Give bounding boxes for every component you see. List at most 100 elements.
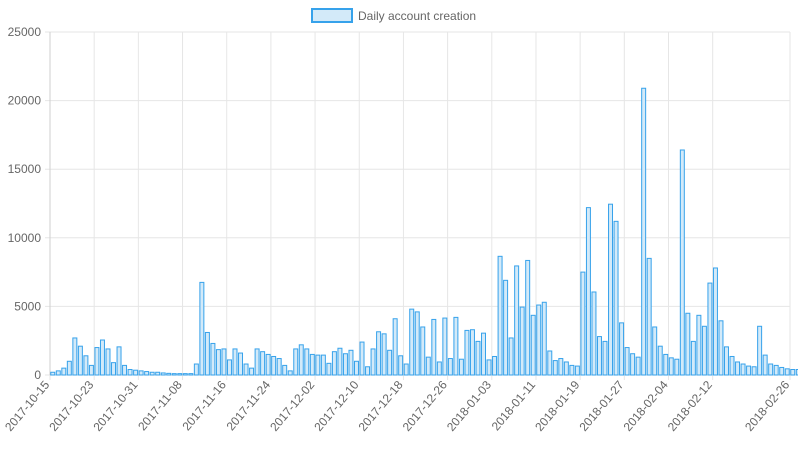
bar[interactable] xyxy=(525,259,531,376)
bar[interactable] xyxy=(685,312,691,376)
bar[interactable] xyxy=(779,366,785,376)
bar[interactable] xyxy=(88,364,94,376)
bar[interactable] xyxy=(668,357,674,376)
bar[interactable] xyxy=(458,358,464,376)
bar[interactable] xyxy=(735,361,741,376)
bar[interactable] xyxy=(116,346,122,376)
bar[interactable] xyxy=(696,314,702,376)
bar[interactable] xyxy=(392,318,398,376)
bar[interactable] xyxy=(287,370,293,376)
bar[interactable] xyxy=(376,331,382,376)
bar[interactable] xyxy=(690,340,696,376)
bar[interactable] xyxy=(177,373,183,376)
bar[interactable] xyxy=(149,371,155,376)
bar[interactable] xyxy=(354,360,359,376)
bar[interactable] xyxy=(226,359,232,376)
bar[interactable] xyxy=(348,349,354,376)
bar[interactable] xyxy=(182,373,188,376)
bar[interactable] xyxy=(630,353,636,376)
bar[interactable] xyxy=(563,361,569,376)
bar[interactable] xyxy=(552,360,558,376)
bar[interactable] xyxy=(193,363,199,376)
bar[interactable] xyxy=(619,322,625,376)
bar[interactable] xyxy=(282,364,288,376)
bar[interactable] xyxy=(66,360,72,376)
bar[interactable] xyxy=(492,355,498,376)
bar[interactable] xyxy=(768,363,774,376)
bar[interactable] xyxy=(558,358,564,376)
bar[interactable] xyxy=(320,354,326,376)
bar[interactable] xyxy=(674,358,680,376)
bar[interactable] xyxy=(138,370,144,376)
bar[interactable] xyxy=(304,348,310,376)
bar[interactable] xyxy=(171,373,177,376)
bar[interactable] xyxy=(635,356,641,376)
bar[interactable] xyxy=(331,351,337,376)
bar[interactable] xyxy=(365,366,371,376)
bar[interactable] xyxy=(403,363,409,376)
bar[interactable] xyxy=(447,358,453,376)
bar[interactable] xyxy=(160,372,166,376)
bar[interactable] xyxy=(707,282,713,376)
bar[interactable] xyxy=(740,363,746,376)
bar[interactable] xyxy=(254,348,260,376)
bar[interactable] xyxy=(315,354,321,376)
bar[interactable] xyxy=(276,358,282,376)
bar[interactable] xyxy=(784,368,790,376)
bar[interactable] xyxy=(215,349,221,376)
bar[interactable] xyxy=(414,311,420,376)
bar[interactable] xyxy=(55,370,61,376)
bar[interactable] xyxy=(475,340,481,376)
bar[interactable] xyxy=(199,281,205,376)
bar[interactable] xyxy=(481,332,486,376)
bar[interactable] xyxy=(663,353,669,376)
bar[interactable] xyxy=(370,348,376,376)
bar[interactable] xyxy=(724,346,729,376)
bar[interactable] xyxy=(326,362,332,376)
bar[interactable] xyxy=(431,318,437,376)
bar[interactable] xyxy=(547,350,553,376)
bar[interactable] xyxy=(773,364,779,376)
bar[interactable] xyxy=(762,354,768,376)
bar[interactable] xyxy=(657,345,663,376)
bar[interactable] xyxy=(718,320,724,376)
bar[interactable] xyxy=(265,353,271,376)
bar[interactable] xyxy=(464,329,470,376)
bar[interactable] xyxy=(514,265,520,376)
bar[interactable] xyxy=(436,361,442,376)
bar[interactable] xyxy=(652,326,658,376)
bar[interactable] xyxy=(99,339,105,376)
bar[interactable] xyxy=(608,203,614,376)
bar[interactable] xyxy=(757,325,763,376)
bar[interactable] xyxy=(260,351,266,376)
bar[interactable] xyxy=(602,340,608,376)
bar[interactable] xyxy=(646,257,652,376)
bar[interactable] xyxy=(122,364,128,376)
legend[interactable]: Daily account creation xyxy=(311,8,476,23)
bar[interactable] xyxy=(574,365,580,376)
bar[interactable] xyxy=(105,348,111,376)
bar[interactable] xyxy=(166,372,172,376)
bar[interactable] xyxy=(133,369,139,376)
bar[interactable] xyxy=(204,331,210,376)
bar[interactable] xyxy=(519,306,525,376)
bar[interactable] xyxy=(249,367,255,376)
bar[interactable] xyxy=(580,271,586,376)
bar[interactable] xyxy=(486,359,492,376)
bar[interactable] xyxy=(591,291,597,376)
bar[interactable] xyxy=(72,337,78,376)
bar[interactable] xyxy=(585,207,591,376)
bar[interactable] xyxy=(298,344,304,376)
bar[interactable] xyxy=(425,356,431,376)
bar[interactable] xyxy=(790,369,796,376)
bar[interactable] xyxy=(795,369,798,376)
bar[interactable] xyxy=(309,353,315,376)
bar[interactable] xyxy=(342,353,348,376)
bar[interactable] xyxy=(541,301,547,376)
bar[interactable] xyxy=(712,267,718,376)
bar[interactable] xyxy=(232,348,238,376)
bar[interactable] xyxy=(409,308,415,376)
bar[interactable] xyxy=(210,342,216,376)
bar[interactable] xyxy=(94,347,100,376)
bar[interactable] xyxy=(111,362,116,376)
